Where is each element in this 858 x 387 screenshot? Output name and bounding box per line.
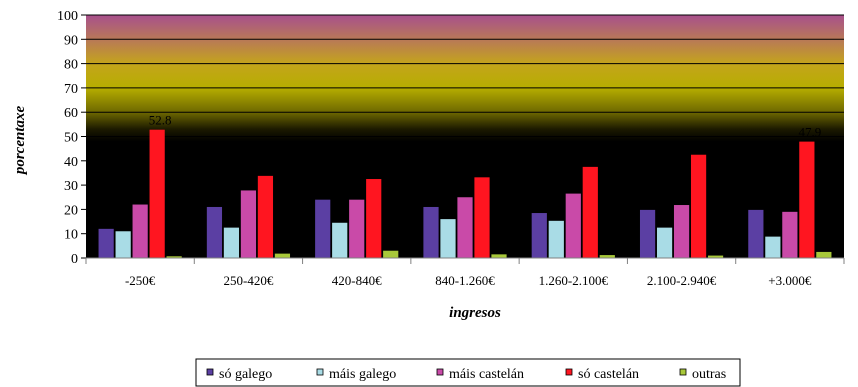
x-category-label: 250-420€ [224, 273, 274, 288]
legend-label: máis galego [329, 367, 396, 382]
y-tick-label: 80 [64, 58, 78, 73]
bar [565, 193, 581, 258]
x-axis-categories: -250€ 250-420€ 420-840€ 840-1.260€ 1.260-2.1… [85, 258, 845, 288]
bar [149, 129, 165, 258]
y-axis-ticks: 0 10 20 30 40 50 60 70 80 90 100 [57, 9, 86, 267]
bar [474, 177, 490, 258]
data-label: 52.8 [149, 113, 172, 128]
legend-swatch [316, 368, 324, 376]
data-label: 4 [448, 202, 455, 217]
bar [440, 219, 456, 258]
bar [206, 206, 223, 258]
bar [240, 190, 257, 258]
bar [799, 141, 815, 258]
y-tick-label: 50 [64, 131, 78, 146]
bar [223, 227, 240, 258]
bar [423, 206, 439, 258]
y-tick-label: 40 [64, 155, 78, 170]
bar [366, 179, 382, 258]
bar [707, 255, 724, 258]
x-category-label: 2.100-2.940€ [647, 273, 717, 288]
legend-swatch [206, 368, 214, 376]
data-label: 1 [231, 211, 238, 226]
y-tick-label: 70 [64, 82, 78, 97]
y-tick-label: 30 [64, 179, 78, 194]
bar [349, 199, 365, 258]
data-label: 3 [339, 206, 346, 221]
bar [166, 256, 182, 258]
x-category-label: 840-1.260€ [435, 273, 495, 288]
bar [531, 213, 547, 258]
bar [673, 205, 690, 258]
y-tick-label: 60 [64, 106, 78, 121]
bar [639, 209, 656, 258]
legend-label: máis castelán [449, 367, 524, 382]
bar [115, 231, 131, 258]
bar [332, 222, 348, 258]
y-tick-label: 0 [71, 252, 78, 267]
bar [548, 220, 564, 258]
x-category-label: +3.000€ [768, 273, 812, 288]
legend [195, 358, 741, 387]
x-category-label: 420-840€ [332, 273, 382, 288]
legend-swatch [679, 368, 687, 376]
y-tick-label: 100 [57, 9, 78, 24]
bar [582, 166, 598, 258]
bar [656, 227, 673, 258]
legend-swatch [436, 368, 444, 376]
bar [383, 250, 399, 258]
bar [98, 228, 114, 258]
legend-items: só galego máis galego máis castelán só cast… [206, 367, 726, 382]
bar [315, 199, 331, 258]
y-tick-label: 90 [64, 33, 78, 48]
data-label: 8 [123, 214, 130, 229]
bar [132, 204, 148, 258]
bars [98, 129, 832, 258]
bar [274, 253, 291, 258]
bar [491, 254, 507, 258]
legend-label: só castelán [578, 367, 639, 382]
legend-swatch [565, 368, 573, 376]
bar [457, 197, 473, 258]
legend-label: só galego [219, 367, 272, 382]
legend-label: outras [692, 367, 726, 382]
bar [257, 175, 274, 258]
bar [690, 154, 707, 258]
x-axis-title: ingresos [449, 305, 501, 321]
bar [599, 255, 615, 258]
y-tick-label: 20 [64, 203, 78, 218]
data-labels: 8 52.8 1 3 4 8 1 47.9 [123, 113, 821, 230]
data-label: 47.9 [798, 125, 821, 140]
x-category-label: -250€ [125, 273, 156, 288]
bar [816, 251, 832, 258]
data-label: 8 [556, 204, 563, 219]
data-label: 1 [664, 211, 671, 226]
y-tick-label: 10 [64, 228, 78, 243]
bar [782, 211, 798, 258]
x-category-label: 1.260-2.100€ [539, 273, 609, 288]
bar [748, 209, 764, 258]
y-axis-title: porcentaxe [12, 106, 28, 177]
bar [765, 236, 781, 258]
